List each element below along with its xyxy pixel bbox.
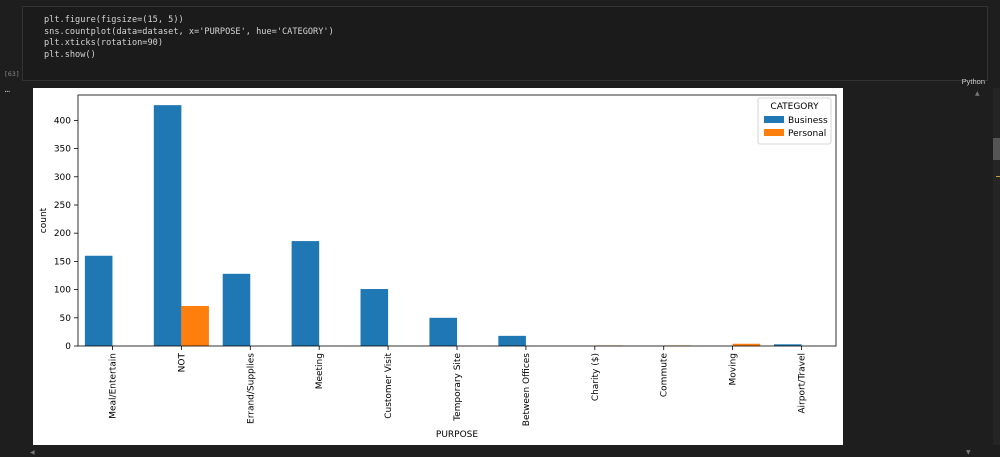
vertical-scrollbar[interactable] (993, 88, 1000, 445)
x-tick-label: Airport/Travel (798, 353, 808, 414)
y-axis-label: count (39, 207, 49, 233)
scrollbar-marker (996, 176, 1000, 177)
execution-count: [63] (4, 70, 20, 78)
legend-title: CATEGORY (770, 102, 819, 112)
chart-output: 0 50 100 150 200 250 300 350 400 Meal/Entertain NO… (33, 88, 843, 445)
bar-personal (732, 343, 761, 346)
x-tick-label: Meeting (315, 353, 325, 389)
x-tick-label: Between Offices (522, 353, 532, 427)
bar-business (498, 335, 526, 346)
legend-swatch-business (764, 116, 784, 123)
code-cell[interactable]: plt.figure(figsize=(15, 5)) sns.countplo… (22, 6, 988, 86)
y-tick-label: 400 (54, 116, 71, 126)
code-line: plt.xticks(rotation=90) (44, 38, 163, 48)
y-tick-label: 100 (54, 286, 71, 296)
bar-business (429, 317, 457, 346)
scroll-up-arrow-icon[interactable]: ▲ (975, 90, 980, 97)
scroll-down-arrow-icon[interactable]: ▼ (966, 449, 971, 456)
scrollbar-thumb[interactable] (993, 138, 1000, 160)
x-tick-label: Meal/Entertain (108, 353, 118, 419)
cell-language-label[interactable]: Python (961, 77, 985, 86)
x-tick-label: Errand/Supplies (246, 353, 256, 424)
x-tick-label: Charity ($) (591, 353, 601, 401)
countplot-chart: 0 50 100 150 200 250 300 350 400 Meal/Entertain NO… (39, 94, 837, 440)
bar-business (360, 289, 389, 346)
code-line: plt.show() (44, 49, 96, 60)
x-tick-label: Temporary Site (453, 353, 463, 422)
y-tick-label: 150 (54, 257, 71, 267)
y-tick-label: 350 (54, 145, 71, 155)
bar-business (84, 255, 113, 346)
y-tick-label: 200 (54, 229, 71, 239)
y-tick-label: 300 (54, 173, 71, 183)
x-tick-label: Commute (660, 353, 670, 398)
y-tick-label: 250 (54, 201, 71, 211)
bar-personal (181, 305, 209, 346)
plot-frame (77, 94, 837, 347)
x-tick-label: Moving (729, 353, 739, 386)
x-tick-label: Customer Visit (384, 353, 394, 419)
bar-business (222, 273, 251, 346)
bar-business (773, 344, 802, 346)
code-line: plt.figure(figsize=(15, 5)) (44, 15, 184, 25)
y-tick-label: 50 (60, 314, 72, 324)
legend-label-personal: Personal (788, 129, 826, 139)
x-axis-label: PURPOSE (436, 430, 478, 440)
legend-swatch-personal (764, 129, 784, 136)
y-tick-label: 0 (65, 342, 71, 352)
x-tick-label: NOT (177, 353, 187, 373)
code-line: sns.countplot(data=dataset, x='PURPOSE',… (44, 26, 334, 37)
bar-business (153, 105, 182, 347)
legend-label-business: Business (788, 116, 828, 126)
code-editor[interactable]: plt.figure(figsize=(15, 5)) sns.countplo… (44, 15, 334, 61)
scroll-left-arrow-icon[interactable]: ◀ (30, 449, 35, 456)
output-more-actions-icon[interactable]: ... (4, 85, 11, 95)
bar-business (291, 241, 320, 346)
